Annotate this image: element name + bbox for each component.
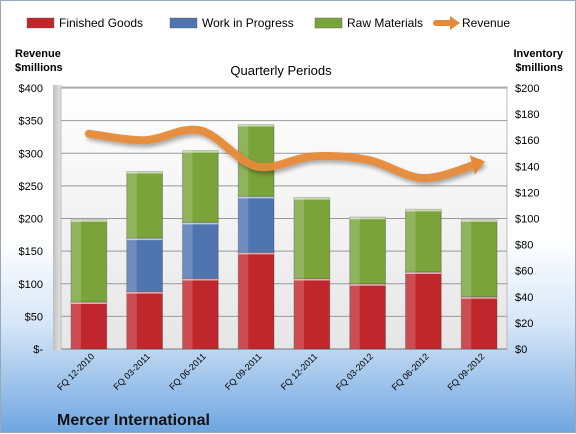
bar-raw-materials [127,172,163,239]
bar-highlight [406,209,416,272]
right-tick-label: $40 [515,292,533,304]
bar-finished-goods [71,302,107,349]
right-axis-label: Inventory $millions [513,48,563,74]
bar-raw-materials [461,220,497,297]
legend-swatch [315,18,342,28]
bar-highlight [183,222,193,278]
bar-highlight [127,238,137,292]
bar-finished-goods [461,297,497,349]
bar-raw-materials [294,198,330,279]
bar-work-in-progress [238,196,274,252]
bar-finished-goods [183,279,219,349]
bar-work-in-progress [127,238,163,292]
x-tick-label: FQ 03-2012 [334,351,375,392]
right-tick-label: $120 [515,187,539,199]
bar-highlight [294,198,304,279]
bar-highlight [294,279,304,349]
bar-highlight [238,196,248,252]
x-tick-label: FQ 12-2011 [279,351,320,392]
left-tick-label: $350 [19,116,43,128]
bar-raw-materials [350,217,386,284]
bar-highlight [127,292,137,349]
x-tick-label: FQ 03-2011 [111,351,152,392]
bar-raw-materials [406,209,442,272]
right-axis-ticks: $0 $20 $40 $60 $80 $100 $120 $140 $160 $180 $200 [515,83,539,356]
left-tick-label: $150 [19,246,43,258]
bar-finished-goods [350,284,386,349]
bar-highlight [71,220,81,302]
x-tick-label: FQ 06-2011 [167,351,208,392]
bar-highlight [127,172,137,239]
x-tick-label: FQ 12-2010 [55,351,96,392]
x-tick-label: FQ 06-2012 [390,351,431,392]
bar-highlight [350,284,360,349]
bar-highlight [350,217,360,284]
legend-label: Raw Materials [347,16,423,30]
bar-finished-goods [238,252,274,349]
left-axis-label-line2: $millions [15,62,63,74]
legend-label: Revenue [462,16,510,30]
right-tick-label: $180 [515,109,539,121]
left-axis-label-line1: Revenue [15,48,61,60]
right-axis-label-line1: Inventory [513,48,563,60]
bar-highlight [183,279,193,349]
company-name: Mercer International [57,412,210,429]
legend: Finished Goods Work in Progress Raw Materi… [27,16,510,30]
right-tick-label: $60 [515,266,533,278]
left-tick-label: $400 [19,83,43,95]
bar-highlight [406,272,416,349]
bar-highlight [461,297,471,349]
right-tick-label: $200 [515,83,539,95]
right-tick-label: $80 [515,240,533,252]
right-tick-label: $140 [515,161,539,173]
bar-highlight [71,302,81,349]
bar-highlight [238,252,248,349]
legend-item-work-in-progress: Work in Progress [170,16,294,30]
bar-raw-materials [71,220,107,302]
right-tick-label: $0 [515,344,527,356]
bar-work-in-progress [183,222,219,278]
left-tick-label: $200 [19,214,43,226]
left-tick-label: $50 [25,311,43,323]
left-tick-label: $250 [19,181,43,193]
chart-title: Quarterly Periods [230,63,332,78]
left-tick-label: $- [33,344,43,356]
bar-highlight [183,151,193,223]
right-axis-label-line2: $millions [515,62,563,74]
legend-label: Finished Goods [59,16,143,30]
left-tick-label: $100 [19,279,43,291]
right-tick-label: $160 [515,135,539,147]
bar-highlight [461,220,471,297]
right-tick-label: $20 [515,318,533,330]
bar-finished-goods [406,272,442,349]
x-tick-label: FQ 09-2012 [446,351,487,392]
left-tick-label: $300 [19,148,43,160]
legend-item-finished-goods: Finished Goods [27,16,143,30]
left-axis-label: Revenue $millions [15,48,63,74]
legend-item-raw-materials: Raw Materials [315,16,423,30]
right-tick-label: $100 [515,214,539,226]
bar-finished-goods [127,292,163,349]
legend-label: Work in Progress [202,16,294,30]
x-tick-label: FQ 09-2011 [223,351,264,392]
bar-finished-goods [294,279,330,349]
legend-swatch [27,18,54,28]
legend-swatch [170,18,197,28]
legend-swatch-arrow [450,16,460,30]
legend-item-revenue: Revenue [436,16,510,30]
bar-raw-materials [183,151,219,223]
left-axis-ticks: $- $50 $100 $150 $200 $250 $300 $350 $400 [19,83,44,356]
x-axis-ticks: FQ 12-2010 FQ 03-2011 FQ 06-2011 FQ 09-2011… [55,351,486,392]
